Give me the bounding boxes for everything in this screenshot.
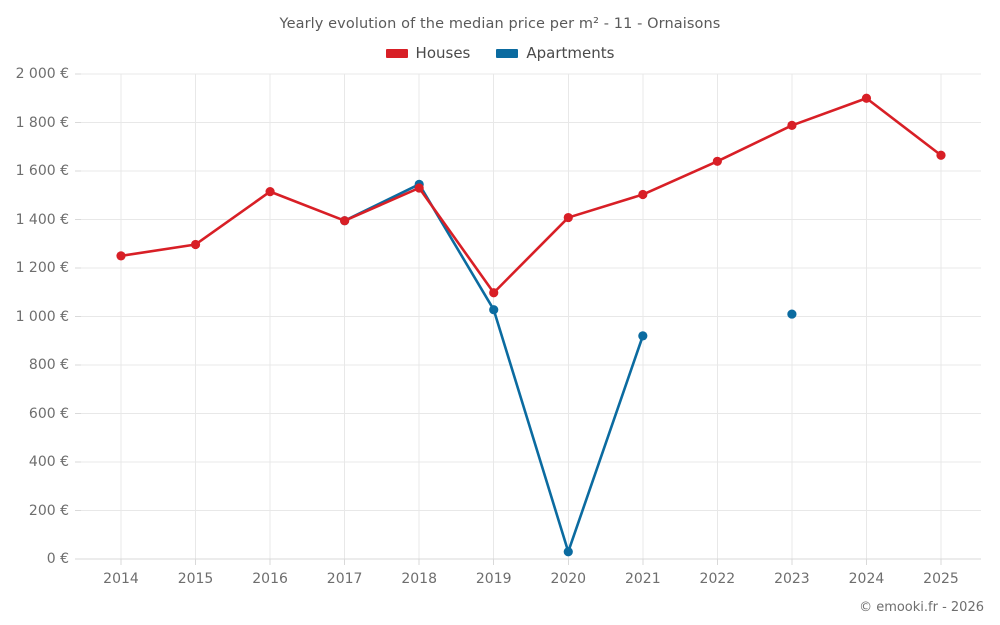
data-point-houses-2019[interactable]	[489, 288, 499, 298]
x-tick-label: 2015	[177, 571, 214, 587]
data-point-apartments-2020[interactable]	[563, 547, 573, 557]
series-line-houses	[119, 96, 943, 295]
series-line-apartments	[343, 183, 645, 554]
x-tick-label: 2014	[103, 571, 139, 587]
legend-item-apartments[interactable]: Apartments	[496, 44, 614, 62]
y-tick-label: 0 €	[46, 551, 69, 567]
y-tick-label: 600 €	[28, 405, 69, 422]
data-point-houses-2022[interactable]	[712, 156, 722, 166]
data-point-houses-2014[interactable]	[116, 251, 126, 261]
y-tick-label: 1 400 €	[15, 211, 69, 228]
data-point-apartments-2021[interactable]	[638, 331, 648, 341]
y-tick-label: 400 €	[28, 454, 69, 470]
x-tick-label: 2021	[624, 571, 661, 587]
data-point-houses-2024[interactable]	[861, 93, 872, 103]
data-point-houses-2025[interactable]	[936, 150, 946, 160]
copyright-footer: © emooki.fr - 2026	[859, 600, 984, 615]
series-layer	[116, 93, 946, 557]
data-point-houses-2017[interactable]	[340, 216, 350, 226]
plot-area: 0 € 200 € 400 € 600 € 800 € 1 000 € 1 200 € 1 4…	[16, 66, 981, 587]
x-tick-label: 2019	[475, 571, 512, 587]
legend-label-houses: Houses	[415, 44, 471, 62]
data-point-houses-2015[interactable]	[190, 239, 201, 250]
legend-label-apartments: Apartments	[526, 44, 615, 62]
x-tick-label: 2023	[774, 571, 810, 587]
y-tick-label: 1 800 €	[15, 114, 69, 131]
data-point-houses-2020[interactable]	[563, 212, 573, 223]
chart-title: Yearly evolution of the median price per…	[279, 16, 721, 32]
legend-swatch-houses	[385, 48, 408, 58]
x-tick-label: 2020	[550, 571, 587, 587]
x-tick-label: 2025	[923, 571, 959, 587]
data-point-houses-2016[interactable]	[265, 187, 275, 197]
x-tick-label: 2016	[252, 571, 288, 587]
y-tick-label: 1 200 €	[15, 260, 69, 276]
x-tick-label: 2017	[326, 571, 363, 587]
y-tick-label: 1 000 €	[15, 308, 69, 325]
x-tick-label: 2018	[401, 571, 437, 587]
x-tick-label: 2024	[848, 571, 885, 587]
data-point-apartments-2019[interactable]	[489, 305, 499, 315]
legend-item-houses[interactable]: Houses	[385, 44, 471, 62]
data-point-houses-2021[interactable]	[638, 189, 648, 200]
x-tick-label: 2022	[699, 571, 736, 587]
grid-layer	[75, 73, 981, 565]
y-tick-label: 2 000 €	[15, 66, 69, 82]
data-point-houses-2023[interactable]	[787, 120, 797, 131]
data-point-apartments-2023[interactable]	[787, 309, 797, 319]
y-tick-label: 200 €	[28, 502, 69, 519]
chart-legend: Houses Apartments	[0, 44, 1000, 62]
legend-swatch-apartments	[496, 48, 519, 58]
y-tick-label: 1 600 €	[15, 163, 69, 179]
data-point-houses-2018[interactable]	[414, 183, 424, 193]
y-tick-label: 800 €	[28, 357, 69, 373]
